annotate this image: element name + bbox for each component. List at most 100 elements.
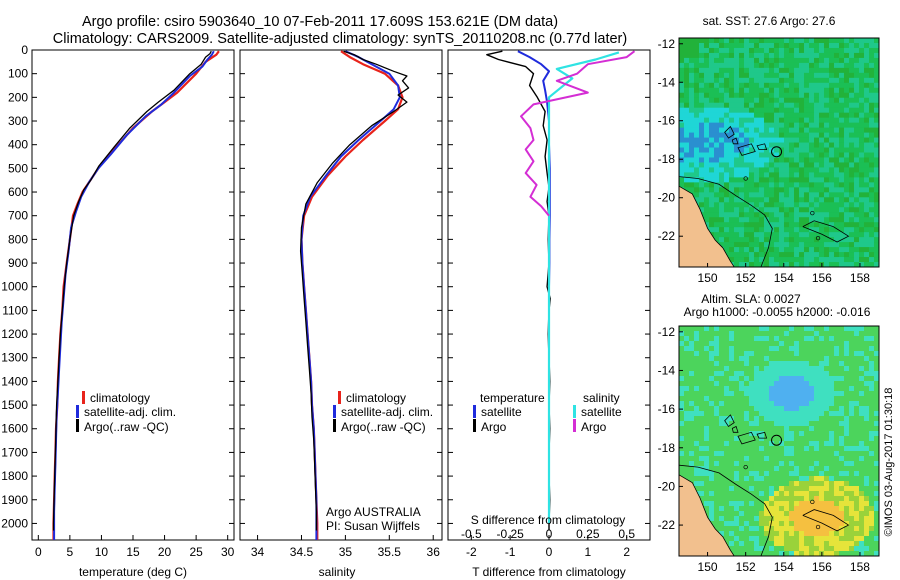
map-cell (769, 187, 775, 193)
legend-label-temp-argo: Argo (481, 420, 507, 434)
map-cell (799, 371, 805, 377)
map-cell (714, 147, 720, 154)
map-cell (779, 77, 785, 84)
map-cell (844, 551, 850, 556)
map-cell (794, 476, 800, 482)
map-cell (784, 122, 790, 129)
map-cell (799, 491, 805, 497)
map-cell (789, 451, 795, 457)
map-cell (754, 77, 760, 84)
map-cell (864, 202, 870, 208)
temperature-axis: 0 5 10 15 20 25 30 (35, 535, 235, 559)
map-cell (714, 162, 720, 169)
map-cell (839, 501, 845, 507)
legend-swatch-climatology (338, 391, 341, 404)
map-cell (849, 237, 855, 243)
sst-map: sat. SST: 27.6 Argo: 27.6 -12-14-16-18-2… (658, 14, 880, 285)
map-cell (819, 356, 825, 362)
map-cell (854, 117, 860, 124)
map-cell (834, 406, 840, 412)
map-cell (684, 132, 690, 139)
map-cell (799, 426, 805, 432)
map-cell (679, 431, 685, 437)
map-cell (784, 257, 790, 263)
map-cell (789, 391, 795, 397)
map-cell (809, 441, 815, 447)
map-cell (834, 376, 840, 382)
map-cell (804, 187, 810, 193)
map-cell (714, 346, 720, 352)
map-cell (719, 102, 725, 109)
map-cell (749, 162, 755, 169)
map-cell (749, 47, 755, 54)
map-cell (809, 336, 815, 342)
map-cell (724, 102, 730, 109)
map-cell (864, 496, 870, 502)
map-cell (684, 431, 690, 437)
sla-map-frame (678, 325, 880, 557)
map-cell (874, 396, 879, 402)
map-cell (714, 127, 720, 134)
map-cell (789, 376, 795, 382)
map-cell (789, 461, 795, 467)
map-cell (864, 476, 870, 482)
map-cell (834, 92, 840, 99)
map-cell (724, 391, 730, 397)
map-cell (769, 162, 775, 169)
map-cell (759, 132, 765, 139)
map-cell (874, 491, 879, 497)
map-cell (799, 202, 805, 208)
map-cell (739, 491, 745, 497)
map-cell (839, 431, 845, 437)
map-cell (799, 346, 805, 352)
map-cell (864, 207, 870, 213)
map-cell (869, 541, 875, 547)
map-cell (839, 92, 845, 99)
map-cell (799, 242, 805, 248)
map-cell (744, 242, 750, 248)
map-cell (719, 157, 725, 164)
map-cell (824, 192, 830, 198)
map-cell (854, 371, 860, 377)
map-cell (839, 147, 845, 154)
map-cell (799, 57, 805, 64)
map-cell (864, 406, 870, 412)
map-cell (704, 496, 710, 502)
map-cell (804, 381, 810, 387)
map-cell (864, 471, 870, 477)
map-cell (719, 47, 725, 54)
map-cell (724, 72, 730, 79)
map-cell (734, 396, 740, 402)
map-cell (724, 396, 730, 402)
map-cell (869, 491, 875, 497)
map-cell (734, 62, 740, 69)
map-cell (759, 127, 765, 134)
map-cell (734, 38, 740, 44)
map-cell (699, 356, 705, 362)
map-cell (699, 491, 705, 497)
map-cell (759, 351, 765, 357)
map-cell (704, 471, 710, 477)
map-cell (704, 376, 710, 382)
map-cell (704, 406, 710, 412)
map-cell (769, 167, 775, 174)
map-cell (774, 526, 780, 532)
map-cell (859, 182, 865, 188)
map-cell (754, 456, 760, 462)
map-cell (854, 501, 860, 507)
map-cell (729, 152, 735, 159)
map-cell (864, 361, 870, 367)
map-cell (849, 461, 855, 467)
map-cell (814, 242, 820, 248)
map-cell (794, 122, 800, 129)
map-cell (834, 147, 840, 154)
map-cell (719, 132, 725, 139)
map-cell (859, 401, 865, 407)
map-cell (714, 82, 720, 89)
map-cell (849, 227, 855, 233)
map-cell (769, 242, 775, 248)
map-cell (689, 476, 695, 482)
map-cell (794, 506, 800, 512)
map-cell (799, 451, 805, 457)
map-cell (794, 257, 800, 263)
